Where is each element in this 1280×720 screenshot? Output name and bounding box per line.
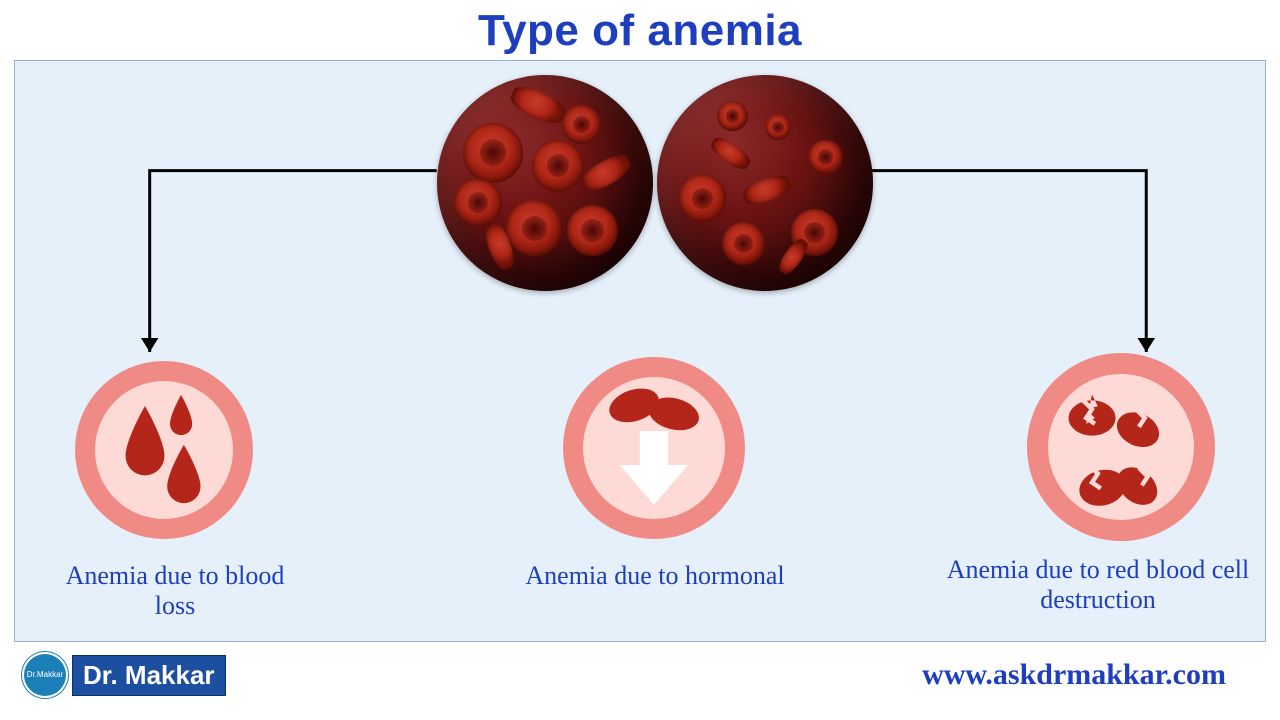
- category-icon-blood_loss: [75, 361, 253, 539]
- page-title: Type of anemia: [0, 0, 1280, 60]
- blood-sphere-left: [437, 75, 653, 291]
- category-icon-destruction: [1027, 353, 1215, 541]
- brand-logo-icon: Dr.Makkar: [22, 652, 68, 698]
- category-icon-hormonal: [563, 357, 745, 539]
- brand-logo-text: Dr.Makkar: [27, 671, 63, 679]
- brand-badge: Dr.Makkar Dr. Makkar: [22, 652, 226, 698]
- footer-bar: Dr.Makkar Dr. Makkar www.askdrmakkar.com: [14, 642, 1266, 702]
- website-url: www.askdrmakkar.com: [922, 658, 1226, 692]
- blood-sphere-right: [657, 75, 873, 291]
- category-label-blood_loss: Anemia due to blood loss: [45, 561, 305, 621]
- category-label-hormonal: Anemia due to hormonal: [495, 561, 815, 591]
- diagram-panel: Anemia due to blood loss Anemia due to h…: [14, 60, 1266, 642]
- brand-name: Dr. Makkar: [72, 655, 226, 696]
- category-label-destruction: Anemia due to red blood cell destruction: [933, 555, 1263, 615]
